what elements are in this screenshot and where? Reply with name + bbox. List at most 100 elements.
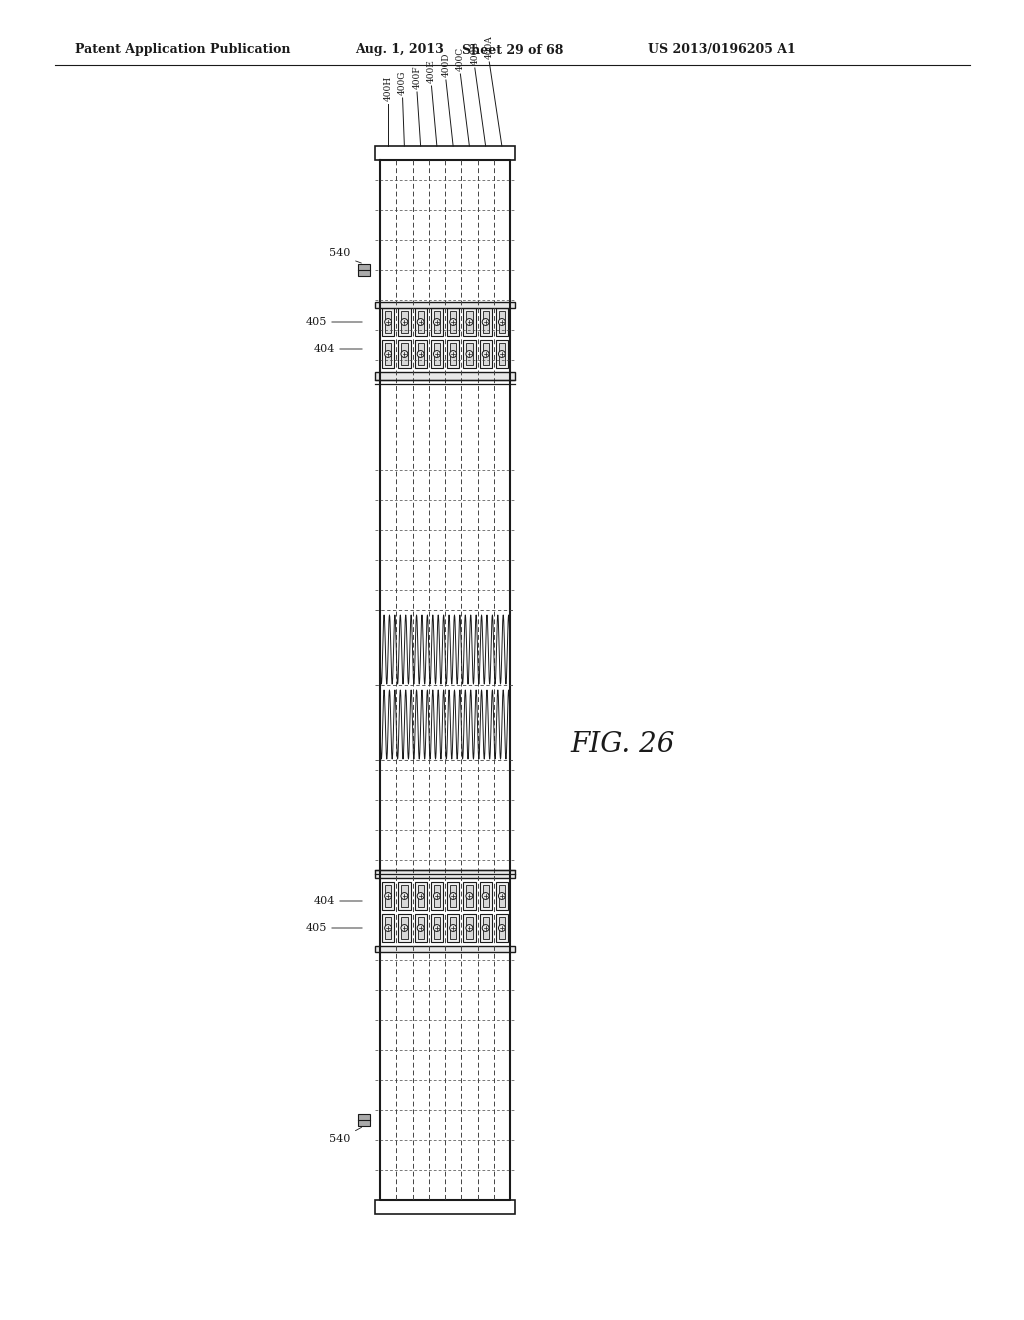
Text: 404: 404 — [313, 345, 335, 354]
Bar — [482, 884, 488, 907]
Bar — [382, 308, 394, 337]
Circle shape — [401, 892, 408, 899]
Circle shape — [417, 892, 424, 899]
Bar — [375, 1200, 515, 1214]
Bar — [447, 913, 459, 942]
Circle shape — [466, 318, 473, 326]
Bar — [418, 917, 424, 939]
Text: US 2013/0196205 A1: US 2013/0196205 A1 — [648, 44, 796, 57]
Bar — [496, 882, 508, 909]
Text: 405: 405 — [305, 923, 327, 933]
Text: 400A: 400A — [484, 36, 494, 59]
Bar — [463, 308, 475, 337]
Circle shape — [385, 892, 391, 899]
Circle shape — [433, 892, 440, 899]
Circle shape — [450, 351, 457, 358]
Text: FIG. 26: FIG. 26 — [570, 731, 675, 759]
Bar — [466, 343, 472, 366]
Bar — [375, 870, 515, 878]
Circle shape — [401, 924, 408, 932]
Circle shape — [482, 892, 489, 899]
Text: Aug. 1, 2013: Aug. 1, 2013 — [355, 44, 443, 57]
Circle shape — [385, 924, 391, 932]
Bar — [401, 917, 408, 939]
Bar — [358, 1114, 370, 1126]
Circle shape — [482, 924, 489, 932]
Text: 540: 540 — [329, 248, 350, 257]
Circle shape — [466, 892, 473, 899]
Text: 540: 540 — [329, 1134, 350, 1144]
Bar — [375, 372, 515, 380]
Bar — [431, 882, 443, 909]
Bar — [418, 343, 424, 366]
Bar — [401, 343, 408, 366]
Circle shape — [482, 318, 489, 326]
Bar — [385, 884, 391, 907]
Circle shape — [482, 351, 489, 358]
Bar — [431, 341, 443, 368]
Bar — [450, 917, 457, 939]
Bar — [496, 308, 508, 337]
Bar — [463, 341, 475, 368]
Bar — [482, 312, 488, 333]
Circle shape — [417, 351, 424, 358]
Circle shape — [401, 318, 408, 326]
Bar — [463, 882, 475, 909]
Circle shape — [450, 924, 457, 932]
Bar — [375, 946, 515, 952]
Bar — [496, 913, 508, 942]
Text: 400C: 400C — [456, 48, 465, 71]
Circle shape — [385, 318, 391, 326]
Circle shape — [417, 318, 424, 326]
Bar — [418, 312, 424, 333]
Bar — [431, 308, 443, 337]
Bar — [482, 917, 488, 939]
Text: 400B: 400B — [470, 41, 479, 65]
Circle shape — [499, 892, 505, 899]
Bar — [358, 264, 370, 276]
Text: Sheet 29 of 68: Sheet 29 of 68 — [462, 44, 563, 57]
Bar — [496, 341, 508, 368]
Bar — [479, 341, 492, 368]
Bar — [385, 343, 391, 366]
Circle shape — [433, 924, 440, 932]
Bar — [415, 913, 427, 942]
Bar — [450, 884, 457, 907]
Bar — [447, 882, 459, 909]
Bar — [382, 882, 394, 909]
Bar — [434, 917, 440, 939]
Text: Patent Application Publication: Patent Application Publication — [75, 44, 291, 57]
Bar — [499, 343, 505, 366]
Bar — [466, 884, 472, 907]
Bar — [434, 343, 440, 366]
Circle shape — [433, 318, 440, 326]
Bar — [401, 312, 408, 333]
Text: 400H: 400H — [384, 75, 392, 102]
Text: 400G: 400G — [398, 70, 408, 95]
Bar — [375, 302, 515, 308]
Circle shape — [401, 351, 408, 358]
Bar — [450, 312, 457, 333]
Bar — [434, 312, 440, 333]
Text: 404: 404 — [313, 896, 335, 906]
Bar — [466, 917, 472, 939]
Bar — [385, 917, 391, 939]
Bar — [499, 917, 505, 939]
Bar — [447, 341, 459, 368]
Bar — [463, 913, 475, 942]
Text: 400F: 400F — [413, 66, 422, 88]
Circle shape — [450, 892, 457, 899]
Bar — [382, 913, 394, 942]
Bar — [431, 913, 443, 942]
Bar — [415, 882, 427, 909]
Bar — [434, 884, 440, 907]
Bar — [479, 308, 492, 337]
Bar — [450, 343, 457, 366]
Bar — [415, 308, 427, 337]
Circle shape — [433, 351, 440, 358]
Circle shape — [499, 351, 505, 358]
Bar — [499, 884, 505, 907]
Circle shape — [499, 924, 505, 932]
Bar — [482, 343, 488, 366]
Bar — [398, 341, 411, 368]
